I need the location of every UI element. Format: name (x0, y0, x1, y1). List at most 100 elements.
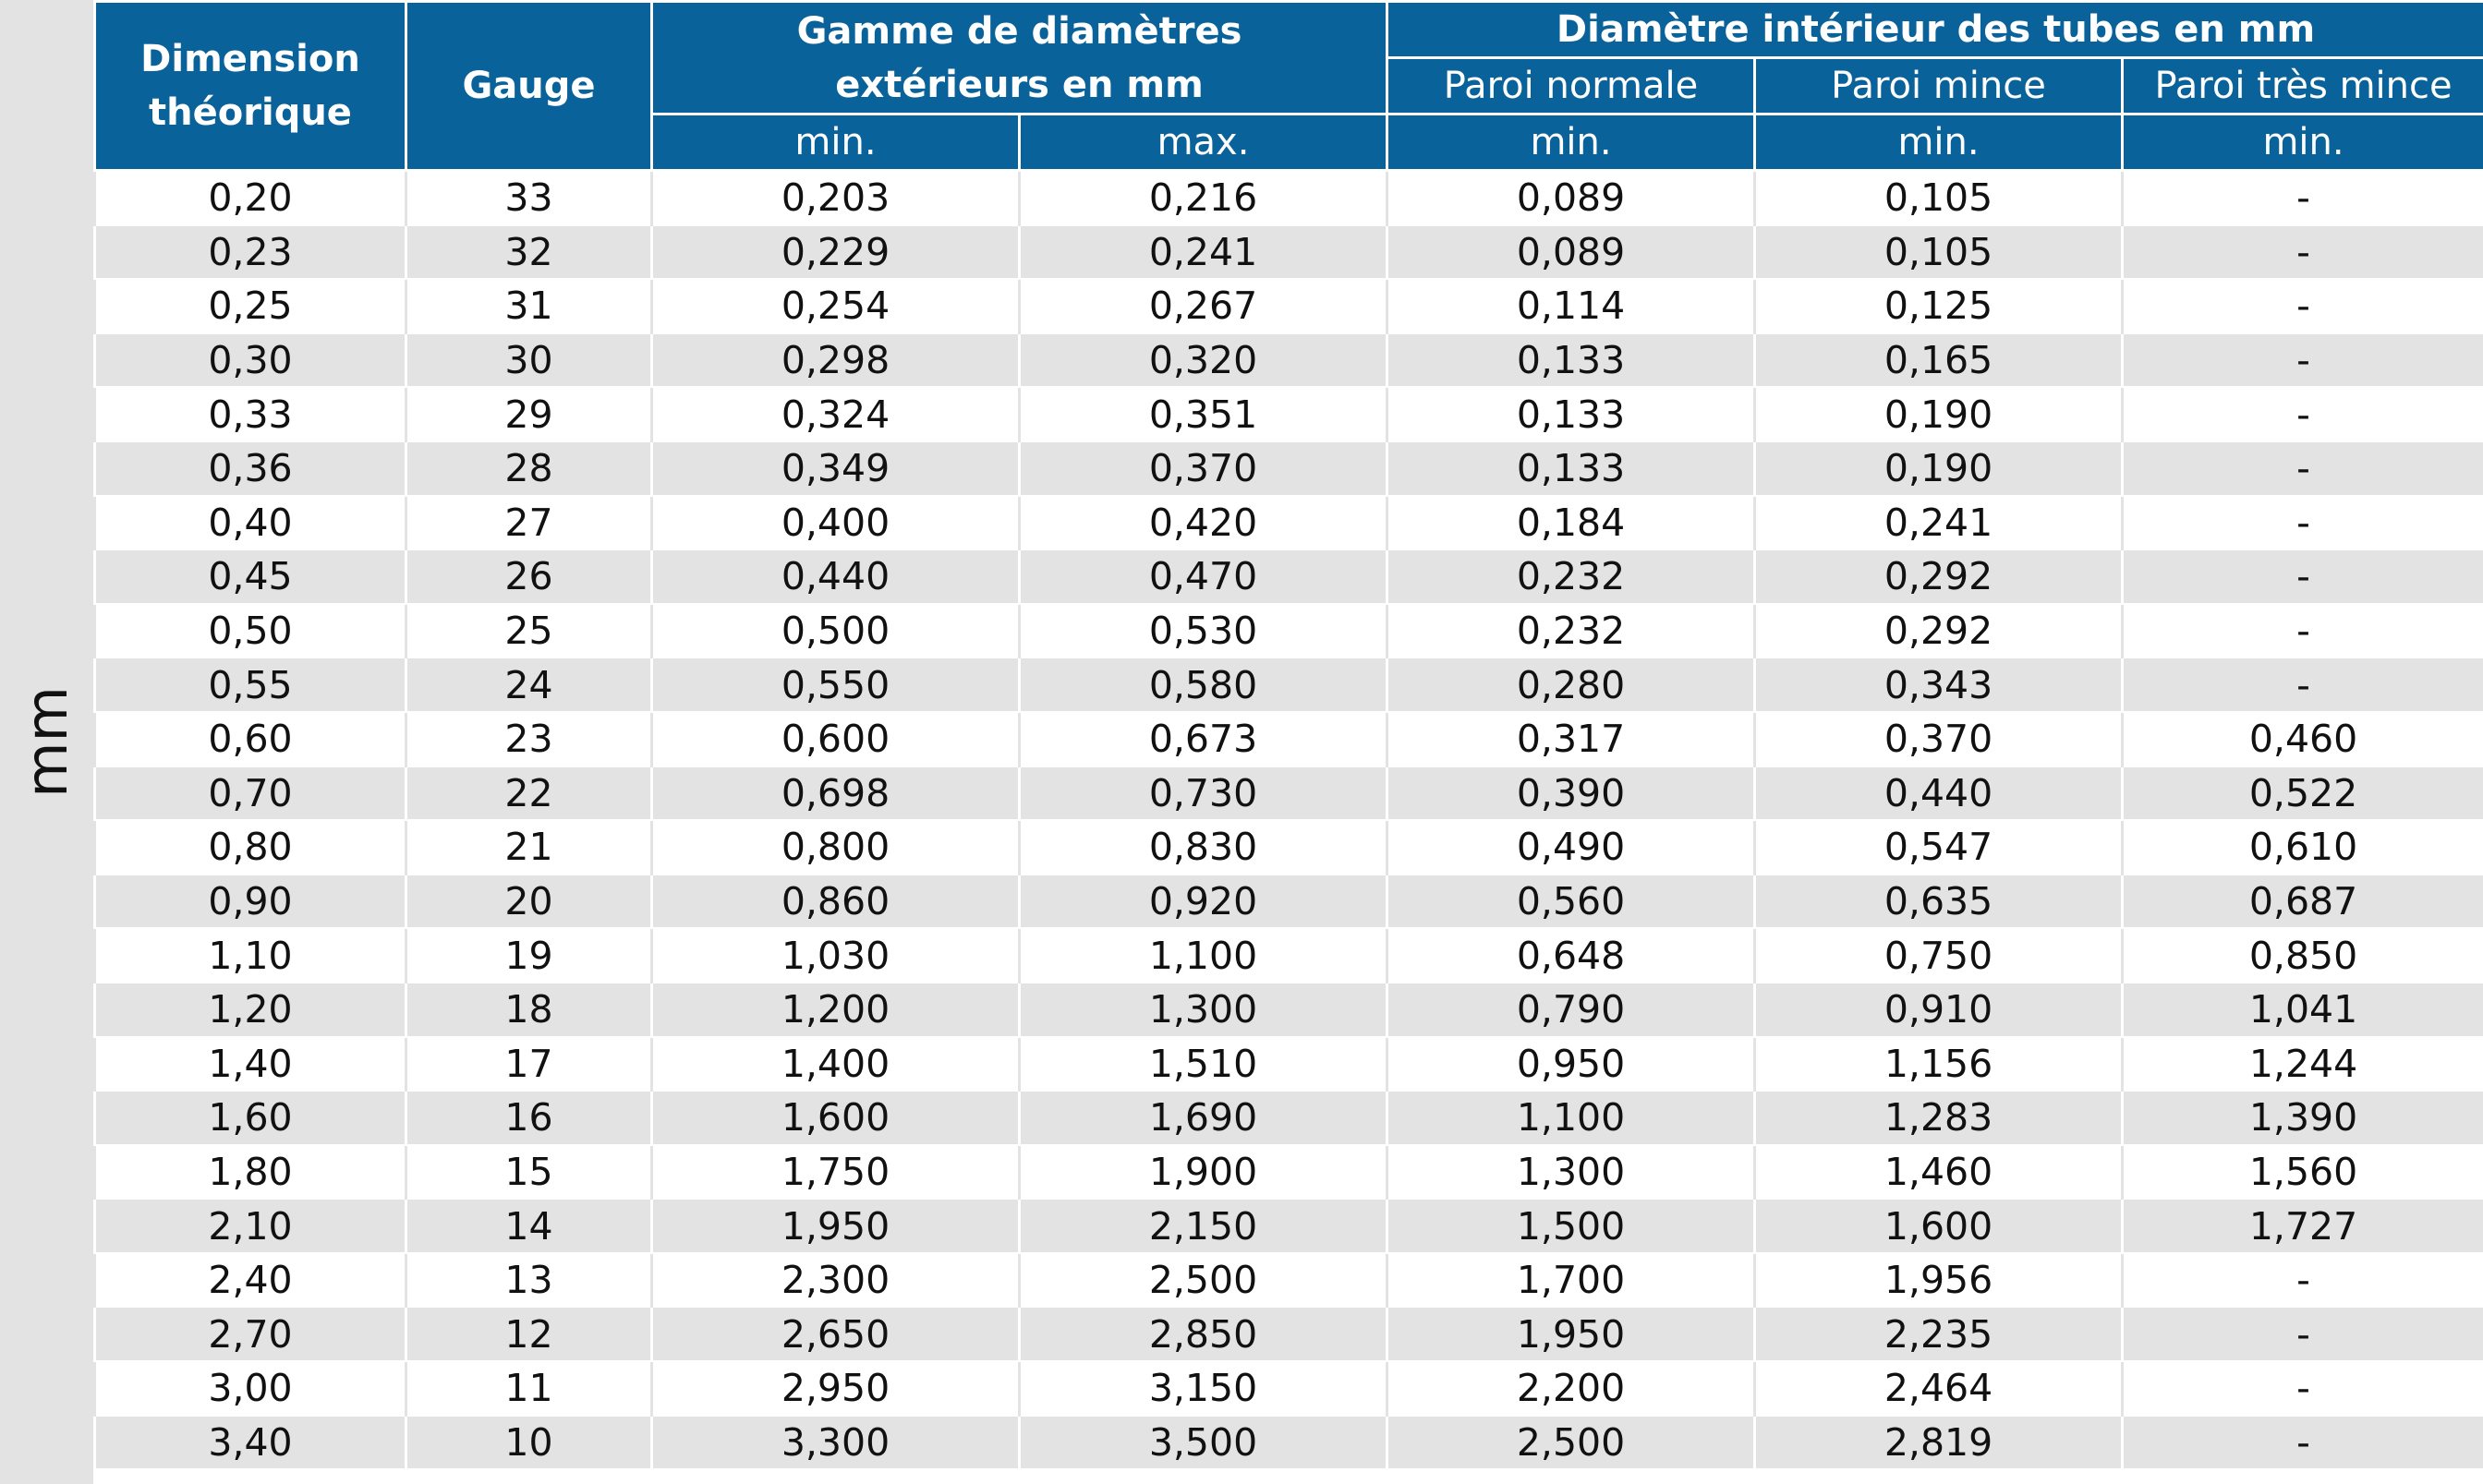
table-row: 0,45 26 0,440 0,470 0,232 0,292- (93, 549, 2483, 605)
unit-label: mm (13, 686, 81, 798)
cell-inner-thin-min: 1,156 (1753, 1035, 2125, 1092)
cell-inner-very-thin-min: - (2121, 169, 2483, 226)
cell-outer-min: 0,600 (650, 710, 1021, 767)
cell-outer-max: 2,150 (1017, 1198, 1389, 1254)
header-very-thin-min: min. (2121, 113, 2483, 172)
cell-dimension: 0,50 (93, 602, 407, 659)
cell-inner-normal-min: 0,790 (1386, 981, 1757, 1038)
table-row: 0,40 27 0,400 0,420 0,184 0,241- (93, 494, 2483, 551)
cell-outer-min: 2,300 (650, 1251, 1021, 1309)
cell-inner-thin-min: 0,190 (1753, 386, 2125, 442)
table-row: 0,20 33 0,203 0,216 0,089 0,105- (93, 169, 2483, 226)
cell-inner-normal-min: 0,232 (1386, 549, 1757, 605)
cell-outer-max: 0,241 (1017, 223, 1389, 281)
cell-inner-normal-min: 1,950 (1386, 1306, 1757, 1363)
cell-inner-normal-min: 0,560 (1386, 873, 1757, 930)
cell-outer-max: 0,216 (1017, 169, 1389, 226)
cell-inner-thin-min: 1,283 (1753, 1090, 2125, 1146)
cell-inner-very-thin-min: 0,850 (2121, 927, 2483, 983)
cell-dimension: 3,00 (93, 1360, 407, 1417)
cell-gauge: 25 (405, 602, 653, 659)
cell-gauge: 19 (405, 927, 653, 983)
cell-outer-min: 2,650 (650, 1306, 1021, 1363)
cell-inner-normal-min: 0,317 (1386, 710, 1757, 767)
cell-inner-very-thin-min: 1,727 (2121, 1198, 2483, 1254)
cell-outer-min: 0,440 (650, 549, 1021, 605)
cell-inner-thin-min: 0,750 (1753, 927, 2125, 983)
cell-dimension: 0,80 (93, 819, 407, 875)
cell-gauge: 28 (405, 440, 653, 497)
cell-dimension: 0,36 (93, 440, 407, 497)
cell-gauge: 14 (405, 1198, 653, 1254)
cell-inner-normal-min: 0,089 (1386, 223, 1757, 281)
cell-gauge: 15 (405, 1143, 653, 1200)
cell-outer-max: 3,500 (1017, 1414, 1389, 1471)
cell-inner-normal-min: 0,490 (1386, 819, 1757, 875)
header-normal-min: min. (1386, 113, 1757, 172)
cell-gauge: 32 (405, 223, 653, 281)
cell-outer-max: 0,673 (1017, 710, 1389, 767)
table-row: 0,60 23 0,600 0,673 0,317 0,370 0,460 (93, 710, 2483, 767)
cell-inner-thin-min: 0,190 (1753, 440, 2125, 497)
cell-inner-normal-min: 0,089 (1386, 169, 1757, 226)
cell-inner-thin-min: 1,460 (1753, 1143, 2125, 1200)
cell-outer-max: 0,420 (1017, 494, 1389, 551)
cell-inner-thin-min: 0,105 (1753, 169, 2125, 226)
cell-dimension: 0,90 (93, 873, 407, 930)
cell-dimension: 0,25 (93, 278, 407, 334)
table-row: 1,40 17 1,400 1,510 0,950 1,156 1,244 (93, 1035, 2483, 1092)
cell-inner-normal-min: 0,133 (1386, 386, 1757, 442)
cell-inner-very-thin-min: - (2121, 657, 2483, 713)
table-row: 0,50 25 0,500 0,530 0,232 0,292- (93, 602, 2483, 659)
cell-outer-min: 2,950 (650, 1360, 1021, 1417)
cell-inner-very-thin-min: 0,687 (2121, 873, 2483, 930)
cell-outer-max: 2,500 (1017, 1251, 1389, 1309)
table-row: 2,10 14 1,950 2,150 1,500 1,600 1,727 (93, 1198, 2483, 1254)
cell-outer-max: 0,320 (1017, 332, 1389, 389)
cell-dimension: 2,40 (93, 1251, 407, 1309)
cell-dimension: 1,40 (93, 1035, 407, 1092)
table-row: 0,55 24 0,550 0,580 0,280 0,343- (93, 657, 2483, 713)
cell-dimension: 3,40 (93, 1414, 407, 1471)
cell-inner-thin-min: 0,910 (1753, 981, 2125, 1038)
side-band (0, 0, 93, 1484)
cell-gauge: 24 (405, 657, 653, 713)
cell-inner-very-thin-min: 1,560 (2121, 1143, 2483, 1200)
cell-inner-very-thin-min: - (2121, 1360, 2483, 1417)
cell-inner-thin-min: 2,819 (1753, 1414, 2125, 1471)
cell-gauge: 16 (405, 1090, 653, 1146)
cell-dimension: 0,33 (93, 386, 407, 442)
table-body: 0,20 33 0,203 0,216 0,089 0,105-0,23 32 0,229 0,… (93, 169, 2483, 1471)
cell-outer-max: 1,300 (1017, 981, 1389, 1038)
header-wall-thin: Paroi mince (1753, 56, 2125, 115)
table-row: 0,30 30 0,298 0,320 0,133 0,165- (93, 332, 2483, 389)
cell-inner-thin-min: 0,292 (1753, 602, 2125, 659)
cell-inner-very-thin-min: - (2121, 602, 2483, 659)
cell-outer-min: 1,750 (650, 1143, 1021, 1200)
header-dimension: Dimension théorique (93, 0, 407, 172)
table-row: 0,36 28 0,349 0,370 0,133 0,190- (93, 440, 2483, 497)
cell-outer-min: 1,030 (650, 927, 1021, 983)
cell-inner-normal-min: 2,500 (1386, 1414, 1757, 1471)
cell-inner-very-thin-min: 1,244 (2121, 1035, 2483, 1092)
cell-inner-normal-min: 0,280 (1386, 657, 1757, 713)
cell-inner-normal-min: 1,100 (1386, 1090, 1757, 1146)
cell-inner-normal-min: 0,232 (1386, 602, 1757, 659)
cell-gauge: 12 (405, 1306, 653, 1363)
cell-outer-min: 0,324 (650, 386, 1021, 442)
cell-inner-very-thin-min: 0,522 (2121, 765, 2483, 822)
cell-gauge: 18 (405, 981, 653, 1038)
cell-gauge: 20 (405, 873, 653, 930)
cell-outer-min: 1,200 (650, 981, 1021, 1038)
cell-outer-min: 3,300 (650, 1414, 1021, 1471)
cell-dimension: 0,60 (93, 710, 407, 767)
header-outer-min: min. (650, 113, 1021, 172)
tube-dimension-table: Dimension théorique Gauge Gamme de diamè… (93, 0, 2483, 1471)
cell-outer-max: 1,100 (1017, 927, 1389, 983)
cell-gauge: 27 (405, 494, 653, 551)
cell-dimension: 0,55 (93, 657, 407, 713)
cell-inner-very-thin-min: - (2121, 1251, 2483, 1309)
cell-outer-max: 0,580 (1017, 657, 1389, 713)
header-wall-very-thin: Paroi très mince (2121, 56, 2483, 115)
header-outer-max: max. (1017, 113, 1389, 172)
